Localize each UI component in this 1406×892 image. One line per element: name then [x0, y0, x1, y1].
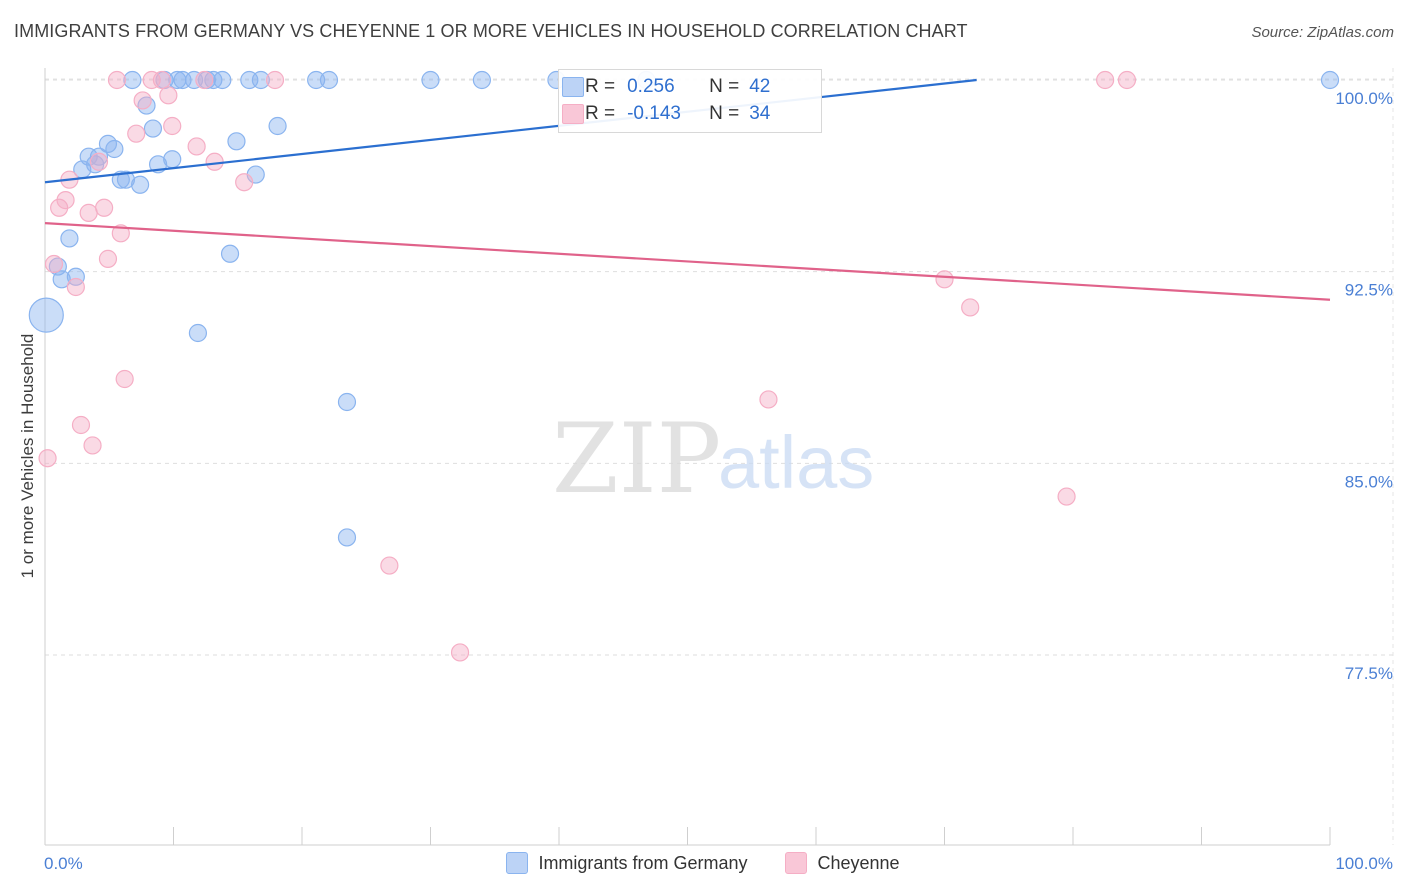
chart-title: IMMIGRANTS FROM GERMANY VS CHEYENNE 1 OR…	[14, 21, 968, 41]
point-cheyenne	[159, 86, 178, 105]
stats-n-label: N =	[709, 76, 740, 97]
stats-n-value-cheyenne: 34	[749, 103, 771, 124]
legend-label-cheyenne: Cheyenne	[817, 852, 900, 873]
point-germany	[105, 139, 124, 159]
point-germany	[227, 132, 246, 151]
point-cheyenne	[235, 173, 254, 192]
y-tick-label: 85.0%	[1345, 472, 1393, 491]
point-germany	[184, 70, 204, 90]
axes	[44, 68, 1331, 846]
point-cheyenne	[71, 415, 91, 435]
point-cheyenne	[83, 436, 102, 455]
stats-row-germany: R = 0.256 N = 42	[562, 74, 771, 100]
legend-swatch-germany	[506, 852, 529, 874]
watermark-atlas: atlas	[718, 421, 874, 504]
point-cheyenne	[187, 137, 206, 156]
stats-r-label: R =	[585, 103, 616, 124]
point-germany	[220, 244, 240, 263]
point-cheyenne	[98, 249, 118, 268]
point-cheyenne	[142, 70, 161, 90]
point-cheyenne	[79, 203, 98, 222]
point-cheyenne	[1117, 70, 1137, 90]
stats-swatch-cheyenne	[562, 104, 584, 124]
point-cheyenne	[66, 277, 85, 297]
stats-row-cheyenne: R = -0.143 N = 34	[562, 101, 771, 127]
watermark-zip: ZIP	[552, 403, 721, 515]
point-cheyenne	[111, 224, 130, 243]
point-cheyenne	[44, 254, 64, 274]
point-germany	[251, 70, 270, 90]
point-germany	[307, 70, 326, 90]
point-cheyenne	[95, 198, 114, 217]
stats-r-value-cheyenne: -0.143	[627, 103, 681, 124]
point-cheyenne	[1057, 487, 1076, 506]
point-germany	[60, 229, 79, 248]
point-cheyenne	[380, 556, 399, 575]
data-points	[28, 70, 1340, 662]
legend: Immigrants from Germany Cheyenne	[0, 852, 1406, 874]
chart-source: Source: ZipAtlas.com	[1251, 24, 1394, 41]
point-germany	[472, 70, 491, 90]
point-germany	[123, 70, 142, 90]
legend-item-cheyenne[interactable]: Cheyenne	[785, 852, 900, 874]
point-germany	[163, 150, 182, 169]
point-cheyenne	[195, 70, 214, 90]
point-germany	[268, 116, 287, 136]
point-germany	[52, 270, 71, 289]
point-cheyenne	[107, 70, 127, 90]
point-germany	[1320, 70, 1340, 90]
trend-line-cheyenne	[44, 222, 1331, 301]
legend-label-germany: Immigrants from Germany	[538, 852, 748, 873]
point-cheyenne	[133, 91, 152, 110]
point-germany	[89, 147, 109, 166]
point-germany	[421, 70, 440, 90]
point-germany	[337, 392, 357, 412]
point-cheyenne	[163, 116, 182, 136]
point-cheyenne	[127, 124, 146, 143]
legend-item-germany[interactable]: Immigrants from Germany	[506, 852, 747, 874]
stats-swatch-germany	[562, 77, 584, 97]
x-tick-label-left: 0.0%	[44, 854, 83, 873]
point-germany	[319, 70, 339, 90]
point-cheyenne	[961, 298, 980, 317]
stats-n-value-germany: 42	[749, 76, 771, 97]
y-tick-label: 100.0%	[1335, 89, 1393, 108]
point-cheyenne	[450, 643, 470, 662]
point-cheyenne	[38, 449, 57, 468]
correlation-stats-box: R = 0.256 N = 42 R = -0.143 N = 34	[558, 69, 822, 133]
y-tick-label: 92.5%	[1345, 281, 1393, 300]
point-cheyenne	[935, 270, 954, 289]
point-germany	[130, 175, 150, 194]
point-cheyenne	[1096, 70, 1115, 90]
point-germany	[337, 528, 357, 547]
tick-labels: 100.0% 92.5% 85.0% 77.5% 0.0% 100.0%	[44, 89, 1393, 873]
point-cheyenne	[152, 70, 172, 90]
point-cheyenne	[265, 70, 285, 90]
trend-line-germany	[44, 78, 977, 184]
point-cheyenne	[89, 152, 109, 171]
stats-n-label: N =	[709, 103, 740, 124]
stats-r-value-germany: 0.256	[627, 76, 675, 97]
point-germany	[66, 267, 85, 286]
legend-swatch-cheyenne	[785, 852, 808, 874]
point-germany	[188, 323, 208, 343]
stats-r-label: R =	[585, 76, 616, 97]
x-tick-label-right: 100.0%	[1335, 854, 1393, 873]
point-cheyenne	[205, 152, 224, 171]
point-germany	[28, 297, 64, 333]
point-cheyenne	[115, 369, 134, 389]
point-cheyenne	[56, 191, 75, 210]
point-germany	[143, 119, 163, 138]
point-cheyenne	[759, 390, 778, 409]
y-tick-label: 77.5%	[1345, 664, 1393, 683]
point-germany	[116, 170, 136, 189]
